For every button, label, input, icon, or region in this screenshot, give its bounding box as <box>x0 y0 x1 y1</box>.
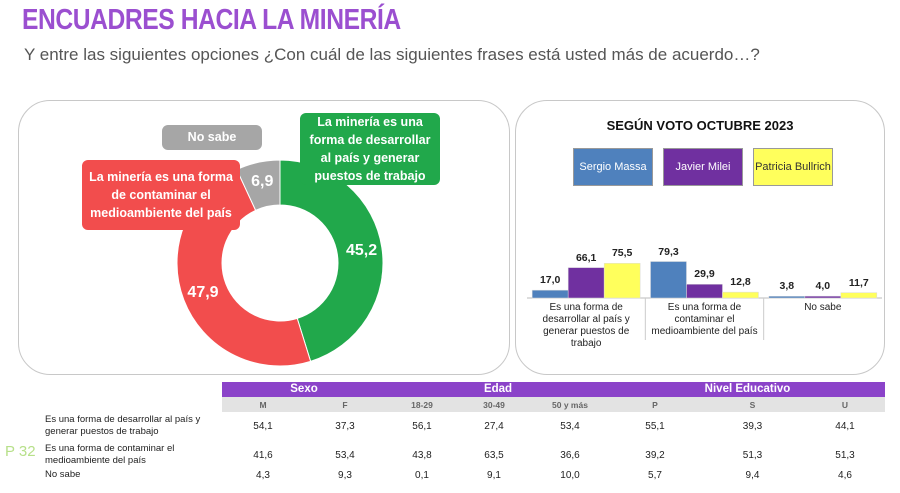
table-cell: 27,4 <box>484 421 504 432</box>
bar <box>567 267 605 299</box>
table-column-header: M <box>259 400 267 410</box>
table-cell: 54,1 <box>253 421 273 432</box>
bar <box>722 291 759 299</box>
slice-value-label: 45,2 <box>345 241 378 259</box>
bar-panel <box>515 100 885 375</box>
table-cell: 0,1 <box>415 470 429 481</box>
bar-value-label: 29,9 <box>694 268 715 281</box>
table-group-header-bar <box>222 382 885 397</box>
table-cell: 39,3 <box>742 421 763 432</box>
table-cell: 36,6 <box>560 450 580 461</box>
table-cell: 5,7 <box>648 470 662 481</box>
page-label: P 32 <box>5 443 36 460</box>
legend-item: Javier Milei <box>663 148 743 186</box>
bar <box>650 261 687 299</box>
pie-panel <box>18 100 510 375</box>
table-column-header: P <box>652 400 658 410</box>
slide-title: ENCUADRES HACIA LA MINERÍA <box>22 4 401 36</box>
category-label: Es una forma de contaminar el medioambie… <box>651 302 758 337</box>
table-row-label: Es una forma de desarrollar al país y ge… <box>45 414 201 437</box>
bar-value-label: 17,0 <box>539 274 561 287</box>
legend-item: Sergio Massa <box>573 148 653 186</box>
table-column-header: 18-29 <box>411 400 433 410</box>
slice-label: La minería es una forma de desarrollar a… <box>300 113 440 185</box>
table-cell: 4,6 <box>838 470 852 481</box>
bar <box>686 283 723 299</box>
category-label: No sabe <box>804 302 842 313</box>
table-cell: 37,3 <box>335 421 355 432</box>
slice-label: No sabe <box>162 125 262 150</box>
table-column-header: U <box>841 400 849 410</box>
bar-value-label: 11,7 <box>848 276 869 289</box>
bar-value-label: 66,1 <box>575 251 597 264</box>
table-cell: 10,0 <box>560 470 580 481</box>
bar-title: SEGÚN VOTO OCTUBRE 2023 <box>606 118 794 133</box>
table-column-header: 50 y más <box>552 400 588 410</box>
table-cell: 53,4 <box>560 421 580 432</box>
bar-value-label: 75,5 <box>611 247 633 260</box>
slice-value-label: 6,9 <box>251 173 274 191</box>
bar-value-label: 79,3 <box>658 245 679 258</box>
donut-slice <box>236 159 281 212</box>
table-group-header: Edad <box>483 383 513 395</box>
table-cell: 56,1 <box>412 421 432 432</box>
table-cell: 9,1 <box>487 470 501 481</box>
bar <box>840 292 878 299</box>
table-column-header: 30-49 <box>483 400 505 410</box>
slide-subtitle: Y entre las siguientes opciones ¿Con cuá… <box>24 45 760 64</box>
bar-value-label: 3,8 <box>779 280 795 293</box>
table-cell: 9,3 <box>338 470 352 481</box>
bar-value-label: 4,0 <box>815 280 831 293</box>
table-column-header: F <box>342 400 348 410</box>
table-group-header: Sexo <box>290 383 318 395</box>
table-cell: 55,1 <box>645 421 665 432</box>
table-group-header: Nivel Educativo <box>704 383 791 395</box>
table-cell: 51,3 <box>742 450 763 461</box>
table-cell: 63,5 <box>484 450 504 461</box>
table-cell: 41,6 <box>253 450 273 461</box>
slice-value-label: 47,9 <box>187 283 219 301</box>
slice-label: La minería es una forma de contaminar el… <box>82 160 240 230</box>
legend-item: Patricia Bullrich <box>753 148 833 186</box>
table-row-label: Es una forma de contaminar el medioambie… <box>45 443 175 466</box>
table-cell: 4,3 <box>256 470 270 481</box>
table-row-label: No sabe <box>45 469 81 480</box>
table-column-header: S <box>749 400 756 410</box>
table-cell: 9,4 <box>745 470 760 481</box>
table-subheader-bar <box>222 397 885 412</box>
category-label: Es una forma de desarrollar al país y ge… <box>542 302 630 349</box>
table-cell: 51,3 <box>835 450 855 461</box>
bar-value-label: 12,8 <box>730 276 751 289</box>
bar <box>603 263 641 299</box>
table-cell: 43,8 <box>412 450 432 461</box>
table-cell: 53,4 <box>335 450 355 461</box>
table-cell: 44,1 <box>835 421 855 432</box>
table-cell: 39,2 <box>645 450 665 461</box>
donut-slice <box>279 159 384 362</box>
